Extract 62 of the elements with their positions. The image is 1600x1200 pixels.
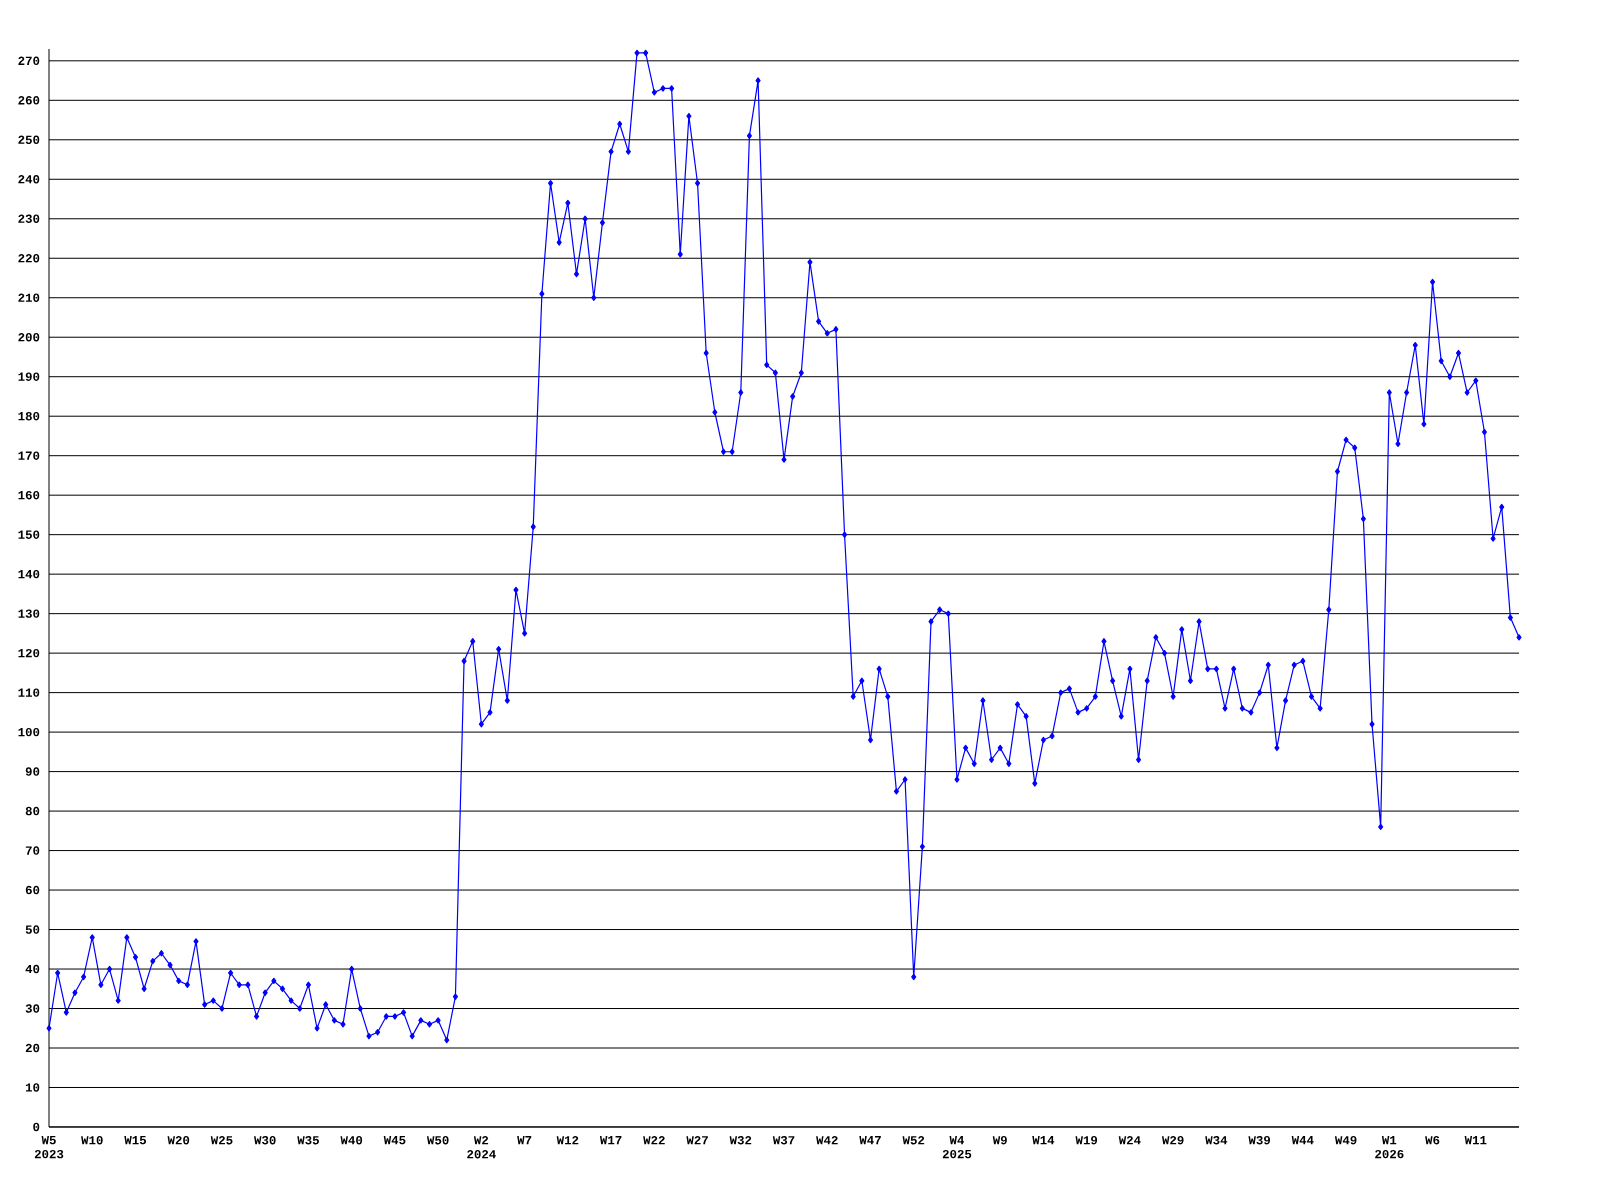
y-tick-label: 200 (18, 333, 40, 342)
y-tick-label: 260 (18, 96, 40, 105)
y-tick-label: 170 (18, 451, 40, 460)
x-tick-label: W17 (599, 1136, 622, 1145)
x-tick-label: W2 2024 (467, 1136, 496, 1159)
y-tick-label: 30 (25, 1004, 40, 1013)
x-tick-label: W6 (1425, 1136, 1440, 1145)
x-tick-label: W7 (517, 1136, 532, 1145)
y-tick-label: 80 (25, 806, 40, 816)
y-tick-label: 210 (18, 293, 40, 302)
y-tick-label: 250 (18, 135, 40, 144)
y-tick-label: 0 (33, 1122, 40, 1132)
y-tick-label: 40 (25, 964, 40, 974)
y-tick-label: 110 (18, 688, 40, 697)
x-tick-label: W25 (210, 1136, 233, 1145)
y-tick-label: 50 (25, 925, 40, 934)
y-tick-label: 240 (18, 175, 40, 184)
x-tick-label: W10 (81, 1136, 103, 1145)
y-tick-label: 220 (18, 254, 40, 263)
x-tick-label: W1 2026 (1375, 1136, 1404, 1159)
x-tick-label: W5 2023 (34, 1136, 64, 1159)
y-tick-label: 20 (25, 1043, 40, 1053)
y-tick-label: 190 (18, 372, 40, 381)
x-tick-label: W42 (816, 1136, 838, 1145)
x-tick-label: W49 (1334, 1136, 1357, 1145)
y-tick-label: 10 (25, 1083, 40, 1092)
x-tick-label: W24 (1118, 1136, 1141, 1145)
y-tick-label: 60 (25, 885, 40, 895)
x-tick-label: W40 (340, 1136, 363, 1145)
x-tick-label: W37 (772, 1136, 795, 1145)
x-tick-label: W22 (643, 1136, 665, 1145)
x-tick-label: W4 2025 (942, 1136, 972, 1159)
y-tick-label: 230 (18, 214, 40, 223)
x-tick-label: W20 (167, 1136, 190, 1145)
x-tick-label: W30 (254, 1136, 276, 1145)
x-tick-label: W44 (1291, 1136, 1314, 1145)
x-tick-label: W52 (902, 1136, 925, 1145)
y-tick-label: 70 (25, 846, 40, 855)
y-tick-label: 180 (18, 411, 40, 421)
x-tick-label: W15 (124, 1136, 147, 1145)
x-tick-label: W32 (729, 1136, 752, 1145)
x-tick-label: W34 (1205, 1136, 1228, 1145)
y-tick-label: 130 (18, 609, 40, 618)
x-tick-label: W35 (297, 1136, 319, 1145)
x-tick-label: W45 (383, 1136, 406, 1145)
x-tick-label: W9 (992, 1136, 1007, 1145)
y-tick-label: 90 (25, 767, 40, 776)
y-tick-label: 140 (18, 569, 40, 579)
y-tick-label: 120 (18, 648, 40, 658)
x-tick-label: W27 (686, 1136, 708, 1145)
x-tick-label: W12 (556, 1136, 579, 1145)
x-tick-label: W11 (1464, 1136, 1487, 1145)
y-tick-label: 100 (18, 727, 40, 737)
y-tick-label: 150 (18, 530, 40, 539)
x-tick-label: W39 (1248, 1136, 1271, 1145)
x-tick-label: W29 (1161, 1136, 1184, 1145)
x-tick-label: W47 (859, 1136, 881, 1145)
y-tick-label: 160 (18, 490, 40, 500)
x-tick-label: W14 (1032, 1136, 1055, 1145)
x-tick-label: W50 (426, 1136, 449, 1145)
y-tick-label: 270 (18, 56, 40, 66)
x-tick-label: W19 (1075, 1136, 1098, 1145)
